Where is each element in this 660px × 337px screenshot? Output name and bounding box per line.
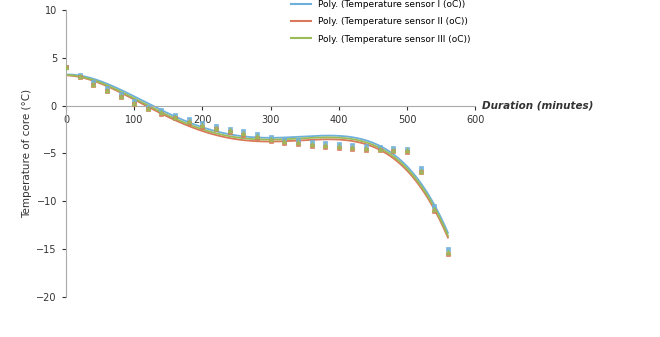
Line: Poly. (Temperature sensor III (oC)): Poly. (Temperature sensor III (oC)) <box>66 75 448 236</box>
Poly. (Temperature sensor I (oC)) <box>63 72 71 76</box>
Poly. (Temperature sensor II (oC)) <box>129 97 137 101</box>
Poly. (Temperature sensor III (oC)) <box>287 137 295 141</box>
Poly. (Temperature sensor II (oC)) <box>235 137 243 142</box>
Poly. (Temperature sensor I (oC)) <box>444 231 452 235</box>
Poly. (Temperature sensor III (oC)) <box>62 73 70 77</box>
Poly. (Temperature sensor II (oC)) <box>350 139 358 143</box>
Poly. (Temperature sensor II (oC)) <box>160 113 168 117</box>
Poly. (Temperature sensor III (oC)) <box>160 112 168 116</box>
Poly. (Temperature sensor II (oC)) <box>444 236 452 240</box>
Legend: Poly. (Temperature sensor I (oC)), Poly. (Temperature sensor II (oC)), Poly. (Te: Poly. (Temperature sensor I (oC)), Poly.… <box>288 0 475 47</box>
Poly. (Temperature sensor II (oC)) <box>287 139 295 143</box>
Y-axis label: Temperature of core (°C): Temperature of core (°C) <box>22 89 32 218</box>
Poly. (Temperature sensor II (oC)) <box>62 73 70 78</box>
Poly. (Temperature sensor I (oC)) <box>350 135 358 140</box>
Poly. (Temperature sensor III (oC)) <box>129 96 137 100</box>
Poly. (Temperature sensor I (oC)) <box>161 110 169 114</box>
Poly. (Temperature sensor III (oC)) <box>350 137 358 141</box>
Poly. (Temperature sensor III (oC)) <box>444 234 452 238</box>
Poly. (Temperature sensor I (oC)) <box>130 94 138 98</box>
Poly. (Temperature sensor III (oC)) <box>235 136 243 140</box>
Poly. (Temperature sensor I (oC)) <box>288 135 296 139</box>
Poly. (Temperature sensor I (oC)) <box>236 134 244 138</box>
Poly. (Temperature sensor II (oC)) <box>317 137 325 142</box>
Poly. (Temperature sensor III (oC)) <box>317 135 325 140</box>
Line: Poly. (Temperature sensor II (oC)): Poly. (Temperature sensor II (oC)) <box>66 75 448 238</box>
Line: Poly. (Temperature sensor I (oC)): Poly. (Temperature sensor I (oC)) <box>66 74 448 233</box>
Poly. (Temperature sensor I (oC)) <box>317 134 325 138</box>
Poly. (Temperature sensor I (oC)) <box>62 72 70 76</box>
Text: Duration (minutes): Duration (minutes) <box>482 100 593 111</box>
